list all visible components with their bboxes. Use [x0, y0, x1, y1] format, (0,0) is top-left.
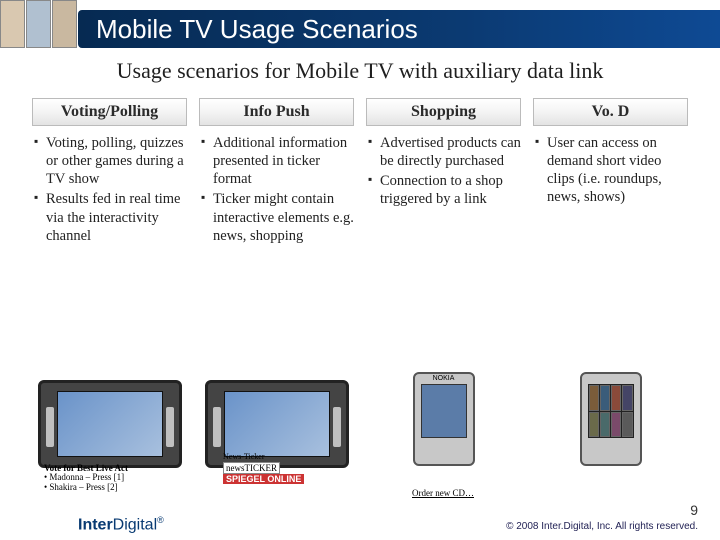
list-item: Ticker might contain interactive element…: [201, 190, 354, 244]
illustration-voting: Vote for Best Live Act • Madonna – Press…: [26, 368, 193, 508]
bullet-list: Advertised products can be directly purc…: [366, 134, 521, 209]
device-mockup: [38, 380, 182, 468]
phone-mockup: NOKIA: [413, 372, 475, 466]
bullet-list: Additional information presented in tick…: [199, 134, 354, 245]
illustration-ticker: News-Ticker newsTICKER SPIEGEL ONLINE: [193, 368, 360, 508]
list-item: Advertised products can be directly purc…: [368, 134, 521, 170]
ticker-caption: News-Ticker newsTICKER SPIEGEL ONLINE: [223, 452, 343, 484]
company-logo: InterDigital®: [78, 515, 164, 534]
list-item: Additional information presented in tick…: [201, 134, 354, 188]
spiegel-badge: SPIEGEL ONLINE: [223, 474, 304, 484]
list-item: Results fed in real time via the interac…: [34, 190, 187, 244]
page-number: 9: [690, 502, 698, 518]
header: Mobile TV Usage Scenarios: [0, 0, 720, 48]
copyright: © 2008 Inter.Digital, Inc. All rights re…: [506, 521, 698, 532]
column-heading: Info Push: [199, 98, 354, 126]
bullet-list: Voting, polling, quizzes or other games …: [32, 134, 187, 245]
list-item: Voting, polling, quizzes or other games …: [34, 134, 187, 188]
phone-brand: NOKIA: [415, 374, 473, 382]
phone-mockup: [580, 372, 642, 466]
list-item: User can access on demand short video cl…: [535, 134, 688, 207]
page-title: Mobile TV Usage Scenarios: [96, 14, 418, 45]
illustrations-row: Vote for Best Live Act • Madonna – Press…: [26, 368, 694, 508]
columns-container: Voting/Polling Voting, polling, quizzes …: [0, 98, 720, 247]
column-shopping: Shopping Advertised products can be dire…: [360, 98, 527, 247]
title-bar: Mobile TV Usage Scenarios: [78, 10, 720, 48]
column-voting: Voting/Polling Voting, polling, quizzes …: [26, 98, 193, 247]
column-vod: Vo. D User can access on demand short vi…: [527, 98, 694, 247]
header-photo-strip: [0, 0, 78, 48]
bullet-list: User can access on demand short video cl…: [533, 134, 688, 207]
vote-caption: Vote for Best Live Act • Madonna – Press…: [44, 464, 128, 492]
column-heading: Voting/Polling: [32, 98, 187, 126]
vod-thumbnail-grid: [588, 384, 634, 438]
column-heading: Vo. D: [533, 98, 688, 126]
subtitle: Usage scenarios for Mobile TV with auxil…: [0, 48, 720, 98]
illustration-vod: [527, 368, 694, 508]
column-infopush: Info Push Additional information present…: [193, 98, 360, 247]
list-item: Connection to a shop triggered by a link: [368, 172, 521, 208]
illustration-shopping: NOKIA Order new CD…: [360, 368, 527, 508]
order-link-caption: Order new CD…: [412, 488, 474, 498]
column-heading: Shopping: [366, 98, 521, 126]
